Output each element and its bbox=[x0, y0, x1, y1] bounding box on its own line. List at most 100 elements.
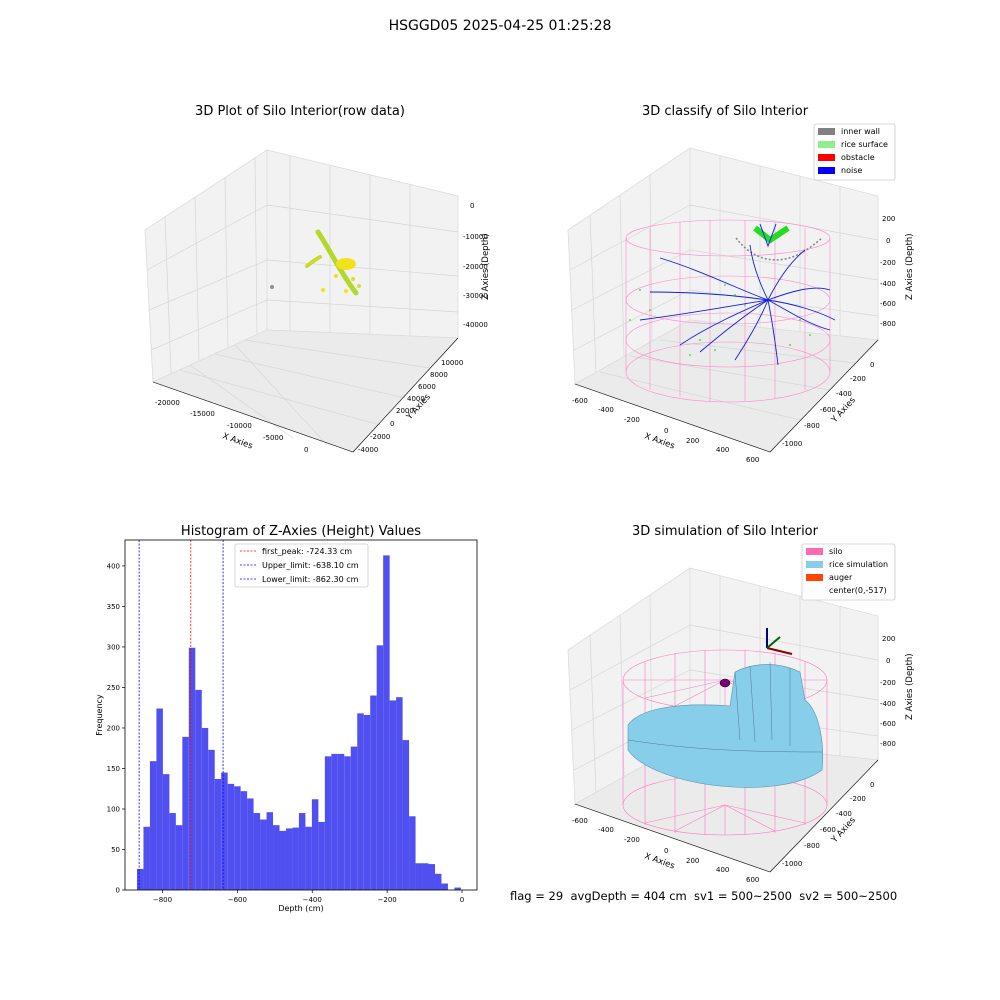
legend-label-center: center(0,-517) bbox=[829, 586, 887, 595]
simulation-y-tick: 0 bbox=[870, 781, 874, 789]
simulation-x-tick: -200 bbox=[624, 836, 640, 844]
histogram-bar bbox=[415, 863, 423, 890]
classify-y-tick: -800 bbox=[804, 422, 820, 430]
simulation-y-tick: -1000 bbox=[782, 860, 802, 868]
histogram-bar bbox=[136, 868, 144, 890]
raw-z-tick: 0 bbox=[470, 202, 474, 210]
classify-y-tick: -400 bbox=[836, 390, 852, 398]
histogram-bar bbox=[422, 863, 429, 890]
histogram-bar bbox=[162, 774, 170, 890]
histogram-bar bbox=[208, 749, 215, 890]
histogram-y-ticks: 0 50 100 150 200 250 300 350 400 bbox=[107, 562, 125, 895]
histogram-title: Histogram of Z-Axies (Height) Values bbox=[180, 524, 422, 539]
legend-swatch-rice-simulation bbox=[806, 561, 823, 568]
simulation-x-ticks: -600 -400 -200 0 200 400 600 bbox=[572, 817, 759, 884]
histogram-bar bbox=[383, 555, 390, 890]
legend-label-obstacle: obstacle bbox=[841, 153, 875, 162]
simulation-rice-surface bbox=[627, 661, 823, 788]
histogram-y-tick-label: 50 bbox=[111, 846, 120, 854]
simulation-y-tick: -200 bbox=[850, 795, 866, 803]
raw-z-label: Z Axies (Depth) bbox=[481, 233, 491, 300]
legend-label-rice-simulation: rice simulation bbox=[829, 560, 888, 569]
histogram-bar bbox=[454, 887, 461, 890]
histogram-bar bbox=[253, 813, 261, 890]
classify-z-tick: 200 bbox=[882, 215, 895, 223]
legend-swatch-rice-surface bbox=[818, 141, 835, 148]
classify-z-tick: -600 bbox=[880, 300, 896, 308]
classify-y-tick: -200 bbox=[850, 375, 866, 383]
histogram-bar bbox=[227, 783, 235, 890]
legend-label-first-peak: first_peak: -724.33 cm bbox=[262, 547, 352, 556]
raw-x-tick: -5000 bbox=[263, 434, 283, 442]
histogram-bar bbox=[344, 756, 351, 890]
legend-swatch-obstacle bbox=[818, 154, 835, 161]
histogram-bar bbox=[188, 647, 196, 890]
histogram-bar bbox=[428, 864, 435, 890]
simulation-y-tick: -800 bbox=[804, 842, 820, 850]
raw-y-tick: -4000 bbox=[358, 446, 378, 454]
histogram-bar bbox=[337, 753, 345, 890]
simulation-y-ticks: -1000 -800 -600 -400 -200 0 bbox=[782, 781, 874, 868]
simulation-center-axes bbox=[766, 628, 793, 655]
histogram-bar bbox=[279, 830, 286, 890]
legend-label-lower-limit: Lower_limit: -862.30 cm bbox=[262, 575, 359, 584]
classify-axes-lines bbox=[574, 339, 879, 453]
histogram-y-tick-label: 100 bbox=[107, 805, 120, 813]
legend-swatch-noise bbox=[818, 167, 835, 174]
raw-x-tick: -10000 bbox=[227, 422, 252, 430]
raw-y-tick: 4000 bbox=[407, 395, 425, 403]
raw-y-tick: 10000 bbox=[441, 359, 463, 367]
histogram-y-tick-label: 300 bbox=[107, 643, 120, 651]
simulation-auger bbox=[719, 678, 731, 688]
classify-plot-title: 3D classify of Silo Interior bbox=[641, 104, 809, 119]
simulation-z-tick: -600 bbox=[880, 720, 896, 728]
histogram-x-label: Depth (cm) bbox=[278, 904, 323, 913]
histogram-bar bbox=[169, 813, 176, 890]
histogram-vlines bbox=[138, 540, 224, 890]
raw-z-tick: -10000 bbox=[463, 233, 488, 241]
raw-z-tick: -20000 bbox=[463, 263, 488, 271]
raw-points bbox=[270, 229, 361, 296]
classify-x-ticks: -600 -400 -200 0 200 400 600 bbox=[572, 397, 759, 464]
histogram-bar bbox=[182, 736, 189, 890]
histogram-y-tick-label: 250 bbox=[107, 684, 120, 692]
histogram-y-tick-label: 150 bbox=[107, 765, 120, 773]
classify-z-tick: 0 bbox=[886, 237, 890, 245]
classify-z-tick: -200 bbox=[880, 259, 896, 267]
histogram-bars bbox=[136, 555, 461, 890]
histogram-x-tick-label: −800 bbox=[153, 896, 172, 904]
status-footer: flag = 29 avgDepth = 404 cm sv1 = 500~25… bbox=[510, 889, 898, 903]
histogram-x-tick-label: −600 bbox=[228, 896, 247, 904]
histogram-legend: first_peak: -724.33 cm Upper_limit: -638… bbox=[234, 543, 369, 588]
histogram-y-tick-label: 350 bbox=[107, 603, 120, 611]
histogram-bar bbox=[402, 740, 410, 890]
classify-pane-back bbox=[567, 147, 879, 453]
legend-swatch-silo bbox=[806, 548, 823, 555]
histogram-bar bbox=[266, 812, 274, 890]
simulation-legend: silo rice simulation auger center(0,-517… bbox=[801, 543, 896, 601]
simulation-x-tick: 0 bbox=[664, 847, 668, 855]
histogram-bar bbox=[201, 727, 209, 890]
simulation-z-tick: 0 bbox=[886, 657, 890, 665]
histogram-bar bbox=[273, 825, 280, 890]
classify-x-tick: 0 bbox=[664, 427, 668, 435]
simulation-x-tick: -600 bbox=[572, 817, 588, 825]
raw-x-tick: -15000 bbox=[190, 410, 215, 418]
simulation-z-tick: -200 bbox=[880, 679, 896, 687]
classify-x-tick: 400 bbox=[716, 446, 729, 454]
raw-grid bbox=[146, 156, 459, 446]
simulation-z-tick: -800 bbox=[880, 740, 896, 748]
classify-y-tick: 0 bbox=[870, 361, 874, 369]
histogram-legend-box bbox=[234, 543, 369, 588]
raw-y-tick: 8000 bbox=[430, 371, 448, 379]
histogram-bar bbox=[240, 791, 248, 890]
histogram-frame bbox=[124, 539, 478, 891]
legend-label-inner-wall: inner wall bbox=[841, 127, 880, 136]
histogram-bar bbox=[357, 713, 364, 890]
classify-x-tick: -600 bbox=[572, 397, 588, 405]
simulation-x-tick: 400 bbox=[716, 866, 729, 874]
simulation-y-tick: -600 bbox=[820, 826, 836, 834]
raw-x-tick: -20000 bbox=[155, 399, 180, 407]
